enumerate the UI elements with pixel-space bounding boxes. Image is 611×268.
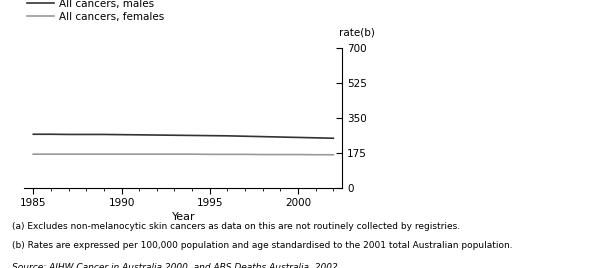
X-axis label: Year: Year bbox=[172, 212, 195, 222]
Text: rate(b): rate(b) bbox=[339, 28, 375, 38]
Text: Source: AIHW Cancer in Australia 2000, and ABS Deaths Australia, 2002.: Source: AIHW Cancer in Australia 2000, a… bbox=[12, 263, 341, 268]
Text: (b) Rates are expressed per 100,000 population and age standardised to the 2001 : (b) Rates are expressed per 100,000 popu… bbox=[12, 241, 513, 250]
Legend: All cancers, males, All cancers, females: All cancers, males, All cancers, females bbox=[23, 0, 168, 26]
Text: (a) Excludes non-melanocytic skin cancers as data on this are not routinely coll: (a) Excludes non-melanocytic skin cancer… bbox=[12, 222, 460, 232]
